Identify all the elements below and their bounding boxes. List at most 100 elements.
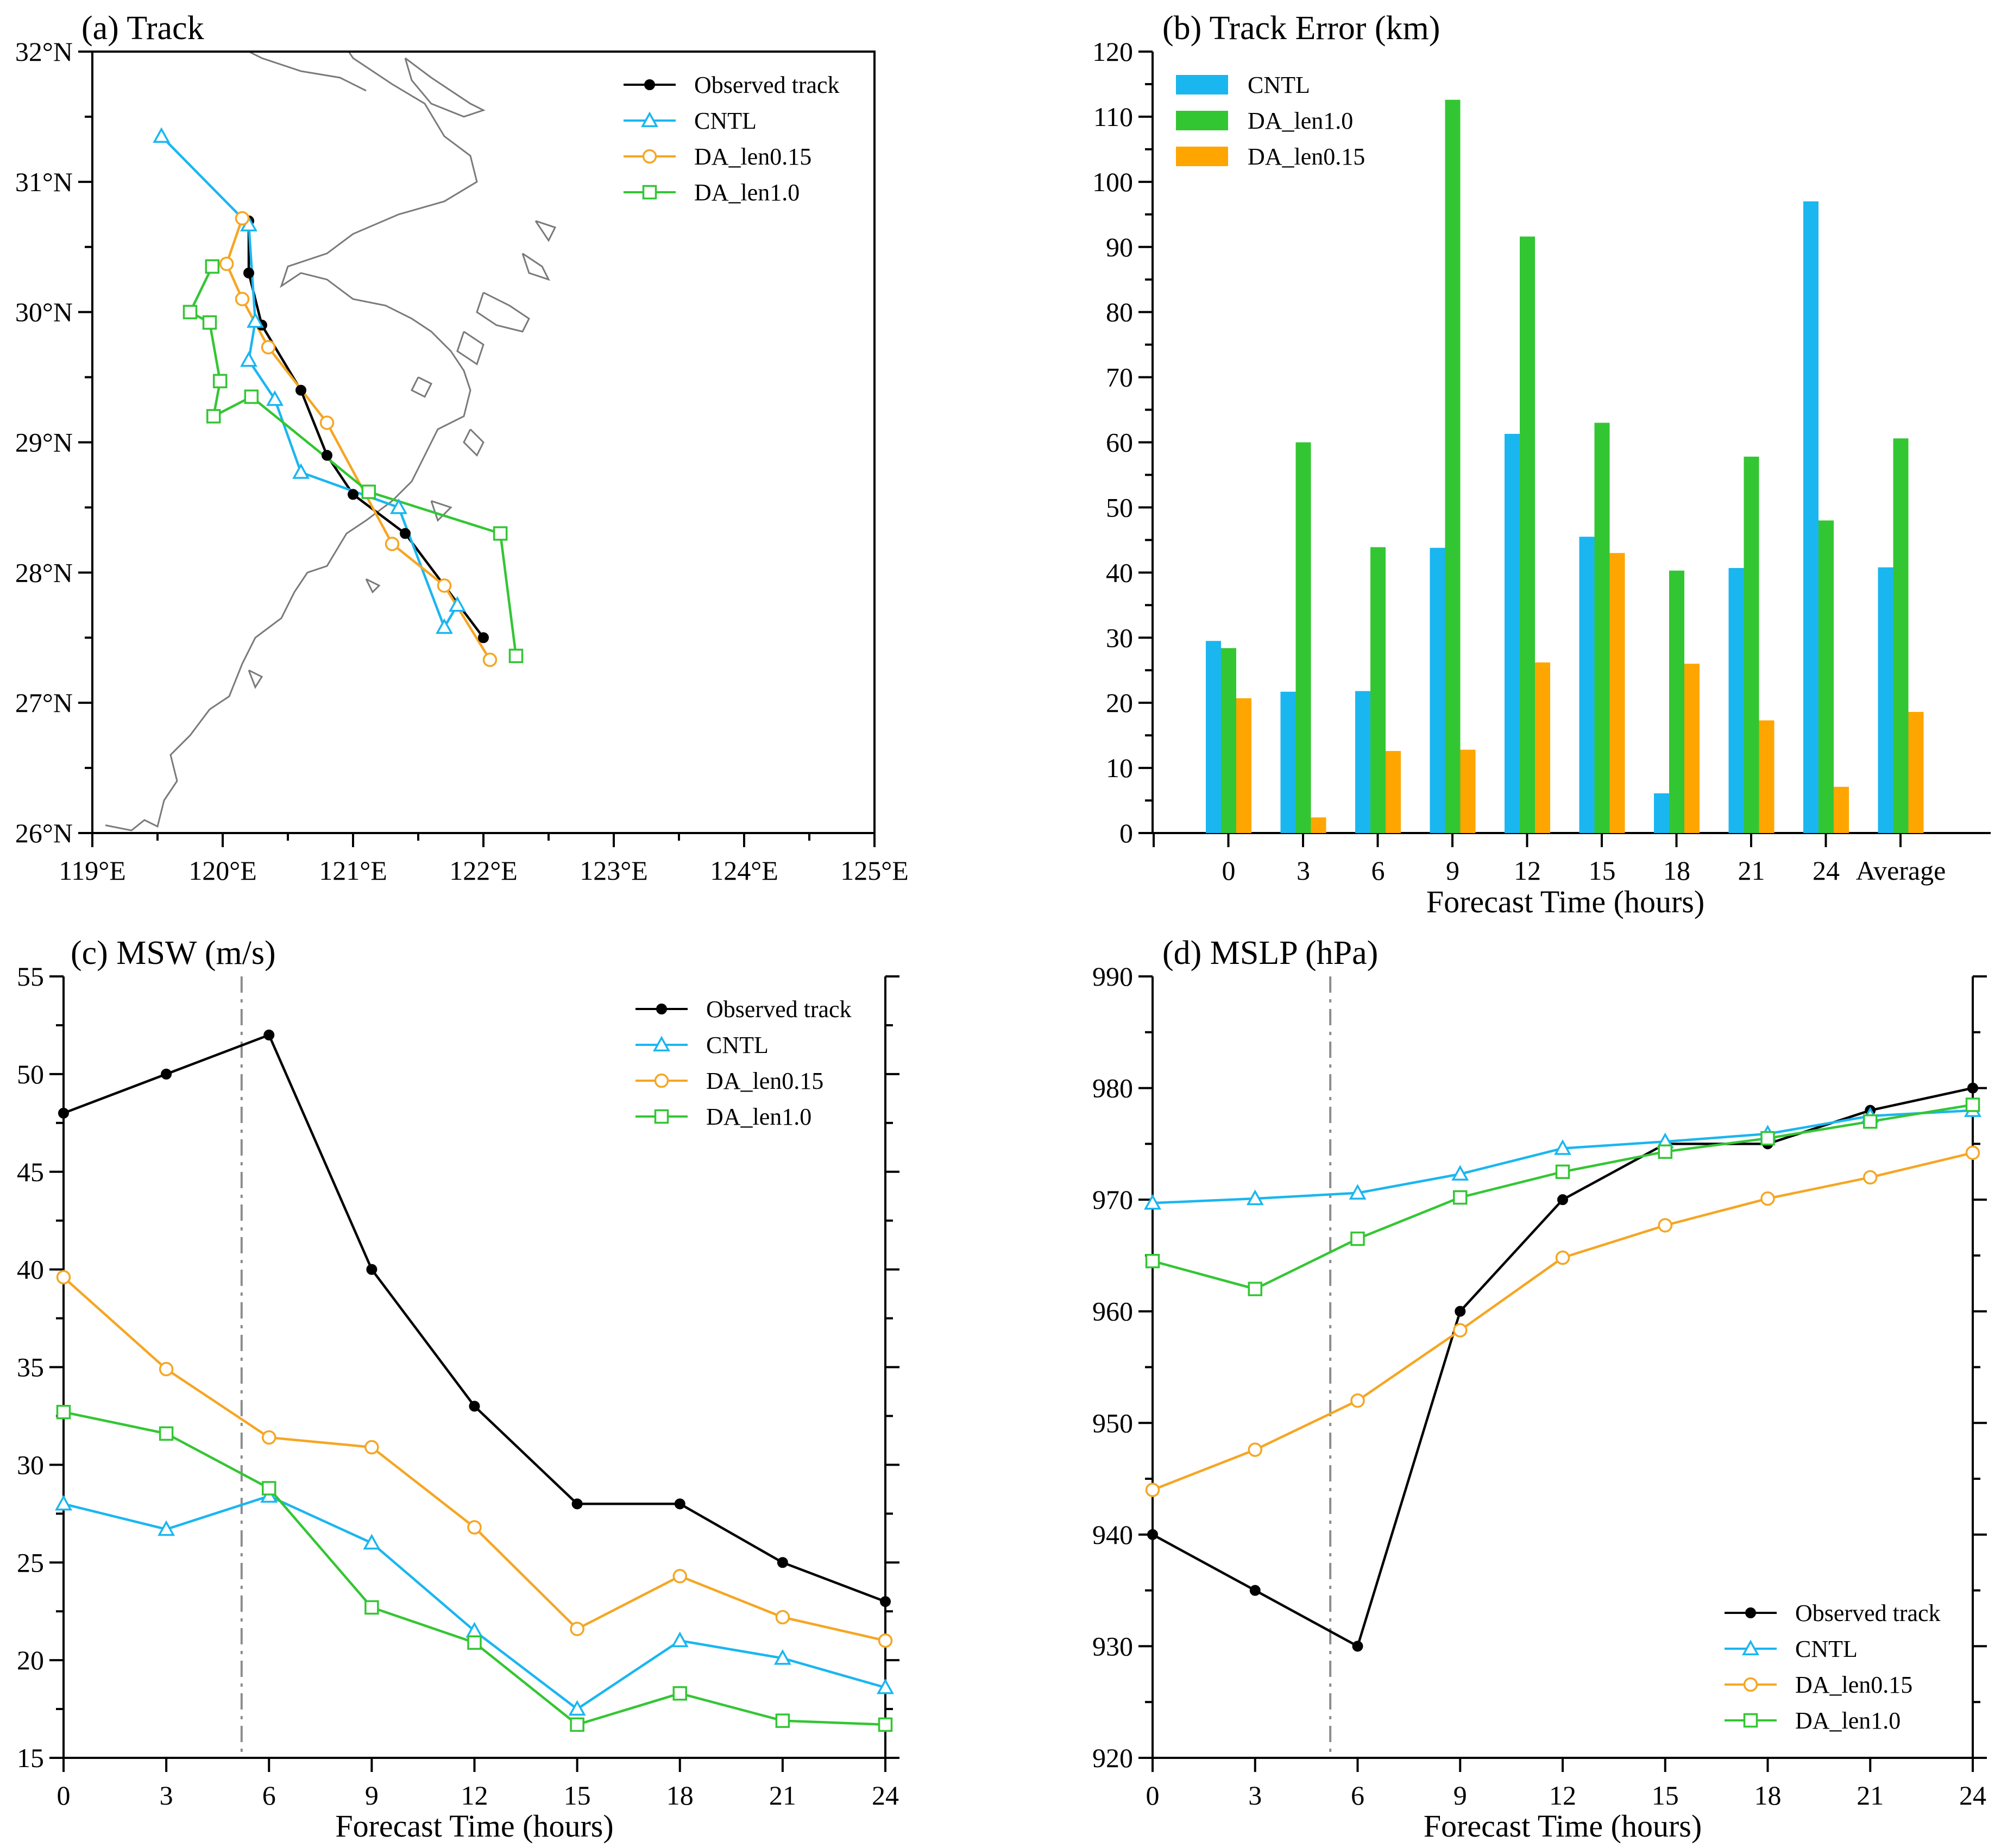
panel-d-point-da-len1-0-7	[1863, 1114, 1878, 1129]
panel-c-point-da-len0-15-2	[262, 1430, 276, 1445]
panel-c-y-tick-label: 25	[17, 1547, 44, 1578]
panel-d-y-tick-label: 970	[1092, 1184, 1133, 1215]
panel-a-point-observed-track-5	[295, 384, 306, 396]
panel-c-y-tick-label: 50	[17, 1059, 44, 1089]
panel-a-y-tick-label: 28°N	[15, 557, 73, 588]
panel-a-point-observed-track-7	[243, 267, 254, 279]
panel-a-point-cntl-5	[240, 351, 257, 367]
panel-a-coastline-group	[105, 52, 557, 831]
panel-b-y-tick-label: 70	[1106, 362, 1133, 393]
panel-d-y-tick-label: 980	[1092, 1073, 1133, 1103]
panel-c-point-cntl-3	[363, 1534, 381, 1550]
panel-b-bar-da-len0-15-7	[1759, 720, 1775, 833]
panel-d-x-tick-label: 21	[1857, 1780, 1884, 1811]
panel-c-point-cntl-0	[55, 1494, 72, 1511]
panel-a-x-tick-label: 121°E	[319, 855, 387, 886]
panel-d-legend-label-da-len0-15: DA_len0.15	[1795, 1672, 1912, 1698]
panel-d-y-tick-label: 940	[1092, 1519, 1133, 1550]
panel-b-bar-da-len0-15-8	[1834, 786, 1849, 833]
panel-c-x-tick-label: 9	[365, 1780, 379, 1811]
panel-a-y-tick-label: 27°N	[15, 688, 73, 718]
panel-a-legend-label-da-len0-15: DA_len0.15	[694, 143, 811, 170]
coastline-0	[105, 52, 478, 831]
panel-b-x-tick-label: 3	[1297, 855, 1310, 886]
panel-b-track-error-bars: 0 10 20 30 40 50 60 70 80 90 100 110 120 0 3 6 9 12 15 18 21…	[1092, 10, 1991, 919]
panel-b-bar-da-len1-0-1	[1295, 442, 1311, 833]
panel-c-point-observed-track-3	[366, 1264, 377, 1275]
panel-c-point-observed-track-0	[58, 1107, 69, 1119]
panel-a-legend-marker-da-len1-0	[642, 185, 657, 200]
panel-a-point-da-len1-0-1	[493, 526, 508, 541]
panel-b-bar-da-len0-15-4	[1535, 662, 1550, 833]
panel-d-x-tick-label: 18	[1754, 1780, 1782, 1811]
panel-c-x-tick-label: 21	[769, 1780, 796, 1811]
panel-d-point-da-len1-0-4	[1555, 1164, 1570, 1179]
panel-a-x-tick-label: 119°E	[59, 855, 126, 886]
coastline-4	[521, 253, 550, 281]
panel-d-point-da-len1-0-1	[1248, 1282, 1262, 1296]
panel-b-bar-cntl-2	[1355, 691, 1370, 833]
coastline-11	[248, 669, 263, 689]
panel-d-legend-marker-da-len0-15	[1743, 1677, 1758, 1692]
panel-d-mslp-lines: 920 930 940 950 960 970 980 990 0 3 6 9 12 15 18 21 24 (d…	[1092, 935, 1987, 1844]
panel-b-bar-da-len1-0-0	[1221, 648, 1236, 833]
panel-a-series-line-da-len1-0	[188, 266, 518, 657]
panel-c-point-da-len1-0-2	[262, 1481, 276, 1496]
panel-b-bar-cntl-3	[1430, 547, 1445, 833]
coastline-6	[456, 331, 484, 365]
panel-c-legend-marker-cntl	[653, 1036, 670, 1052]
panel-b-x-tick-label: 15	[1589, 855, 1616, 886]
panel-d-legend-marker-da-len1-0	[1743, 1713, 1758, 1728]
panel-d-point-da-len0-15-8	[1965, 1145, 1980, 1160]
panel-b-legend-label-da-len0-15: DA_len0.15	[1248, 143, 1365, 170]
panel-b-x-tick-label: Average	[1856, 855, 1946, 886]
panel-c-y-tick-label: 30	[17, 1449, 44, 1480]
panel-c-point-da-len1-0-8	[878, 1717, 893, 1732]
coastline-2	[404, 57, 486, 118]
panel-b-x-tick-label: 0	[1222, 855, 1236, 886]
panel-d-point-observed-track-0	[1147, 1529, 1158, 1540]
panel-c-series-line-da-len0-15	[62, 1276, 886, 1642]
panel-a-y-tick-label: 26°N	[15, 818, 73, 848]
panel-c-point-observed-track-1	[161, 1068, 172, 1080]
panel-c-point-da-len1-0-3	[364, 1600, 379, 1615]
panel-b-bar-cntl-1	[1280, 691, 1296, 833]
panel-b-bar-cntl-4	[1505, 433, 1520, 833]
panel-c-point-cntl-8	[877, 1678, 894, 1694]
panel-b-bar-da-len0-15-5	[1609, 553, 1625, 833]
panel-d-y-tick-label: 990	[1092, 961, 1133, 992]
panel-b-y-tick-label: 30	[1106, 622, 1133, 653]
panel-d-legend-marker-observed-track	[1745, 1607, 1756, 1618]
coastline-3	[476, 292, 530, 333]
panel-b-x-tick-label: 9	[1446, 855, 1459, 886]
panel-a-point-da-len0-15-2	[385, 537, 400, 551]
panel-b-y-tick-label: 40	[1106, 557, 1133, 588]
panel-c-series-line-da-len1-0	[63, 1410, 886, 1726]
panel-a-point-cntl-3	[292, 463, 310, 479]
panel-a-point-observed-track-3	[348, 489, 358, 500]
coastline-7	[410, 376, 433, 398]
panel-a-point-cntl-8	[153, 127, 171, 143]
panel-a-x-tick-label: 122°E	[449, 855, 518, 886]
panel-a-point-da-len1-0-7	[183, 305, 198, 319]
panel-c-y-tick-label: 55	[17, 961, 44, 992]
panel-c-y-tick-label: 35	[17, 1352, 44, 1383]
panel-a-point-da-len1-0-5	[212, 374, 228, 389]
panel-a-x-tick-label: 124°E	[710, 855, 778, 886]
panel-d-point-da-len1-0-2	[1350, 1231, 1365, 1246]
panel-c-legend-marker-observed-track	[656, 1004, 667, 1014]
panel-c-point-observed-track-5	[571, 1498, 583, 1510]
panel-c-x-tick-label: 0	[57, 1780, 71, 1811]
panel-b-bar-cntl-6	[1654, 793, 1669, 833]
panel-c-point-da-len1-0-0	[56, 1404, 71, 1420]
panel-d-point-da-len0-15-2	[1350, 1393, 1365, 1408]
panel-c-point-observed-track-8	[880, 1596, 891, 1607]
coastline-9	[430, 500, 452, 522]
panel-d-y-tick-label: 960	[1092, 1296, 1133, 1327]
panel-d-y-tick-label: 920	[1092, 1743, 1133, 1773]
panel-b-bar-da-len1-0-5	[1594, 422, 1610, 833]
panel-c-x-tick-label: 6	[262, 1780, 276, 1811]
panel-c-point-cntl-7	[773, 1649, 791, 1665]
panel-a-legend-label-cntl: CNTL	[694, 108, 757, 134]
panel-d-x-tick-label: 0	[1146, 1780, 1160, 1811]
